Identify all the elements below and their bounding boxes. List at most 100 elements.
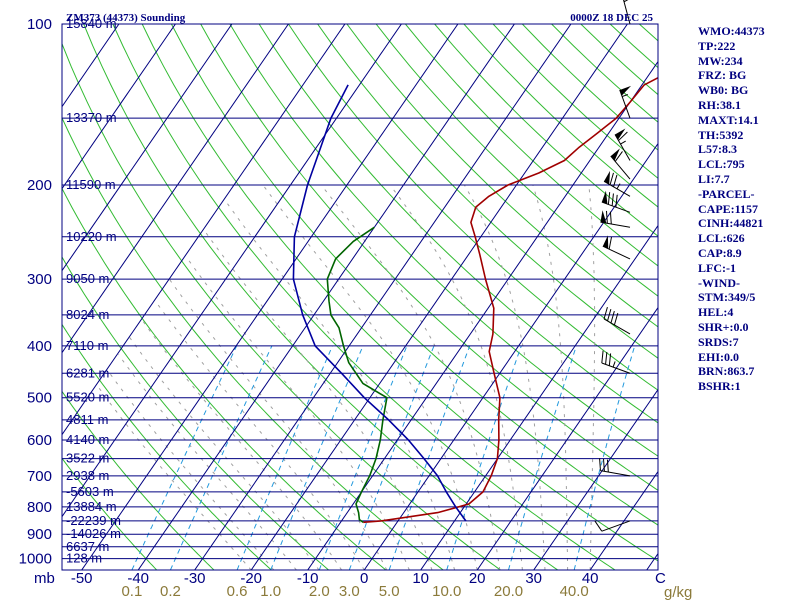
wind-barb [619,85,632,119]
isotherm-line [194,24,572,570]
wind-barb-feather [605,210,608,224]
wind-barb-feather [606,459,609,473]
dry-adiabat-line [62,116,444,570]
sounding-index-item: CINH:44821 [698,216,764,231]
sounding-index-item: LCL:795 [698,157,745,172]
temperature-tick-label: 20 [469,570,486,587]
wind-barb-feather [608,353,612,366]
wind-barb-feather [605,352,608,365]
sounding-index-item: EHI:0.0 [698,349,740,364]
dry-adiabat-line [62,42,501,570]
moist-adiabat-line [532,184,569,570]
wind-barb-shaft [601,201,631,213]
mixing-ratio-tick-label: 5.0 [379,583,400,600]
wind-barb [602,235,631,260]
sounding-index-item: BRN:863.7 [698,364,755,379]
sounding-index-item: LCL:626 [698,231,745,246]
mixing-ratio-tick-label: 0.2 [160,583,181,600]
wind-barb-shaft [600,221,631,228]
dry-adiabat-line [83,24,559,570]
dry-adiabat-line [317,24,658,359]
moist-adiabat-line [118,354,297,570]
isotherm-line [62,24,402,518]
wind-barb-flag [602,235,609,249]
dry-adiabat-line [62,390,215,570]
temperature-tick-label: -10 [297,570,319,587]
sounding-index-item: BSHR:1 [698,379,741,394]
wind-barbs [594,0,632,532]
isotherm-line [62,24,289,354]
wind-barb [601,350,631,374]
wind-barb-half-feather [612,361,616,368]
wind-barb-half-feather [616,183,621,190]
dry-adiabat-line [375,24,658,297]
sounding-date: 0000Z 18 DEC 25 [570,12,653,24]
wind-barb-feather [607,192,611,205]
wind-barb-flag [623,0,625,1]
height-label: -22239 m [66,513,121,528]
dewpoint-profile-line [326,226,388,523]
wind-barb [599,458,631,477]
isotherm-line [62,24,176,190]
isotherm-line [137,24,515,570]
wind-barb-flag [619,85,632,96]
wind-barb-half-feather [620,140,626,145]
height-label: -14026 m [66,526,121,541]
moist-adiabats [96,184,596,570]
moist-adiabat-line [225,201,456,570]
sounding-index-item: LFC:-1 [698,260,736,275]
height-label: 6281 m [66,365,109,380]
dry-adiabat-line [141,24,658,562]
moist-adiabat-line [205,231,433,570]
wind-barb-feather [613,312,619,326]
wind-barb-feather [608,236,612,250]
isobars [62,24,658,560]
wind-barb-feather [594,520,603,532]
wind-barb-half-feather [621,94,628,98]
parcel-profile-line [292,84,467,522]
mixing-ratio-tick-label: 3.0 [339,583,360,600]
wind-barb-feather [609,211,612,225]
dry-adiabat-line [62,457,158,570]
wind-barb-feather [613,174,618,187]
temperature-profile-line [363,76,658,524]
mixing-ratio-tick-label: 0.1 [121,583,142,600]
pressure-unit-label: mb [34,570,55,587]
mixing-ratio-line [508,345,577,570]
sounding-index-item: MW:234 [698,53,743,68]
mixing-ratio-tick-label: 2.0 [309,583,330,600]
pressure-tick-label: 300 [27,271,52,288]
wind-barb-shaft [601,520,631,532]
wind-barb [594,520,631,532]
wind-barb [603,306,631,335]
dry-adiabat-line [258,24,658,424]
pressure-tick-label: 200 [27,177,52,194]
dry-adiabat-line [229,24,658,457]
mixing-ratio-tick-label: 40.0 [560,583,589,600]
isotherm-line [420,224,658,570]
mixing-ratio-line [270,345,364,570]
isotherm-line [476,306,658,570]
height-label: 11590 m [66,177,116,192]
pressure-tick-label: 700 [27,468,52,485]
mixing-ratio-line [573,345,636,570]
wind-barb-feather [603,306,608,320]
isotherm-line [250,24,628,570]
moist-adiabat-line [155,300,365,570]
axis-labels: 0.1 0.2 0.6 1.0 2.0 3.0 5.0 10.0 20.0 40.01002003… [19,16,599,600]
moist-adiabat-line [107,370,275,570]
wind-barb-flag [615,128,626,140]
temperature-tick-label: -40 [127,570,149,587]
height-label: 4140 m [66,432,109,447]
wind-barb-feather [599,458,601,471]
sounding-index-item: MAXT:14.1 [698,112,759,127]
mixing-ratio-tick-label: 0.6 [227,583,248,600]
sounding-index-item: -WIND- [698,275,740,290]
sounding-index-item: CAPE:1157 [698,201,758,216]
mixing-ratio-line [446,345,522,570]
wind-barb-flag [604,170,611,185]
pressure-tick-label: 600 [27,432,52,449]
wind-barb-feather [611,193,614,206]
wind-barb-feather [601,350,604,364]
